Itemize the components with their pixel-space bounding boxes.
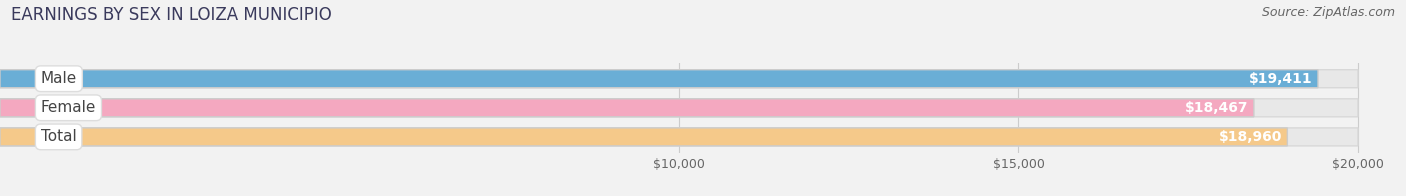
Text: Male: Male	[41, 71, 77, 86]
FancyBboxPatch shape	[0, 99, 1254, 117]
FancyBboxPatch shape	[0, 128, 1358, 146]
FancyBboxPatch shape	[0, 99, 1358, 117]
Text: Female: Female	[41, 100, 96, 115]
Text: $19,411: $19,411	[1249, 72, 1313, 86]
Text: $18,960: $18,960	[1219, 130, 1282, 144]
Text: Source: ZipAtlas.com: Source: ZipAtlas.com	[1261, 6, 1395, 19]
Text: $18,467: $18,467	[1185, 101, 1249, 115]
Text: Total: Total	[41, 129, 76, 144]
FancyBboxPatch shape	[0, 128, 1288, 146]
FancyBboxPatch shape	[0, 70, 1358, 88]
Text: EARNINGS BY SEX IN LOIZA MUNICIPIO: EARNINGS BY SEX IN LOIZA MUNICIPIO	[11, 6, 332, 24]
FancyBboxPatch shape	[0, 70, 1317, 88]
